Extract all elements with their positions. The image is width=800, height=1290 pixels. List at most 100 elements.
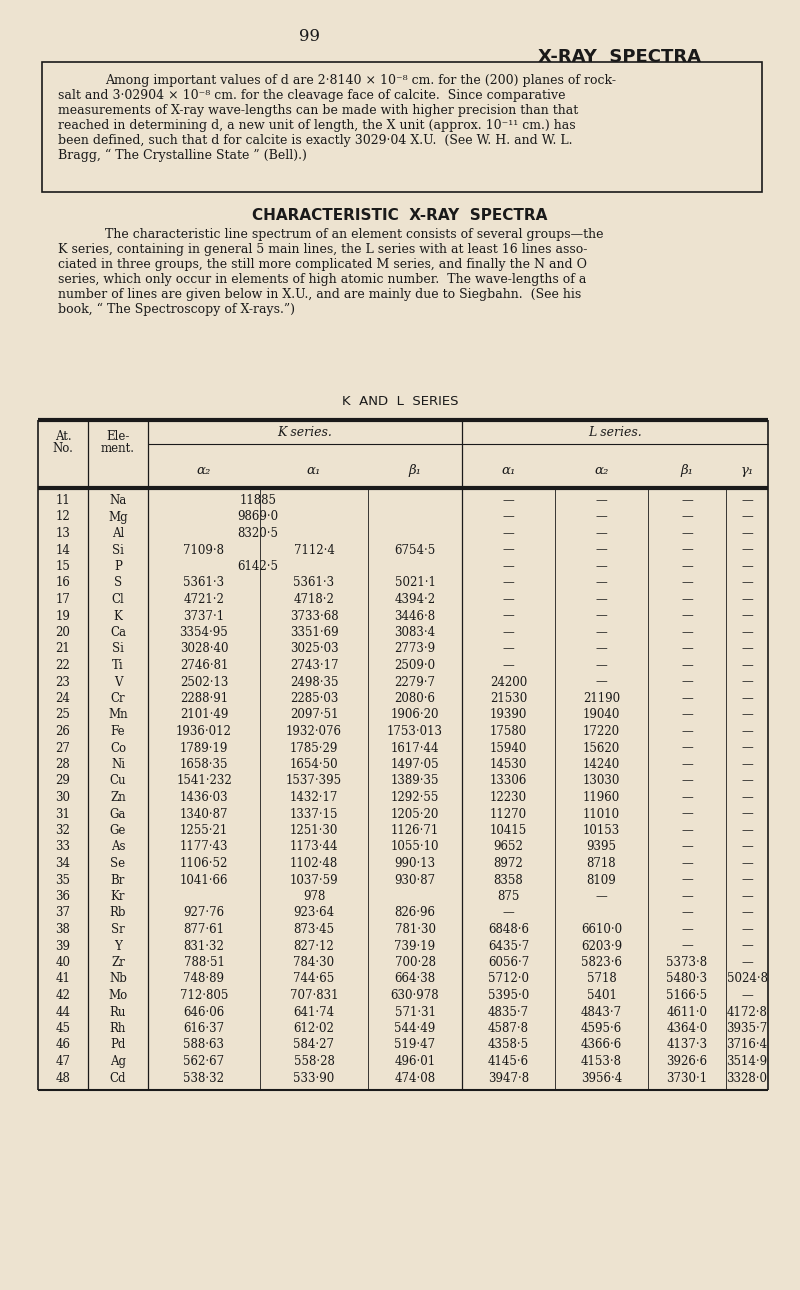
Text: Mg: Mg <box>108 511 128 524</box>
Text: 3354·95: 3354·95 <box>180 626 228 639</box>
Text: —: — <box>741 626 753 639</box>
Text: 5361·3: 5361·3 <box>183 577 225 590</box>
Text: —: — <box>741 560 753 573</box>
Text: 1906·20: 1906·20 <box>390 708 439 721</box>
Text: Cr: Cr <box>110 691 126 706</box>
Text: —: — <box>681 824 693 837</box>
Text: Si: Si <box>112 543 124 556</box>
Text: 10415: 10415 <box>490 824 527 837</box>
Text: —: — <box>741 939 753 952</box>
Text: 4595·6: 4595·6 <box>581 1022 622 1035</box>
Text: Nb: Nb <box>109 973 127 986</box>
Text: 3328·0: 3328·0 <box>726 1072 767 1085</box>
Text: 616·37: 616·37 <box>183 1022 225 1035</box>
Text: 558·28: 558·28 <box>294 1055 334 1068</box>
Text: —: — <box>681 939 693 952</box>
Text: 20: 20 <box>55 626 70 639</box>
Text: 923·64: 923·64 <box>294 907 334 920</box>
Text: —: — <box>741 989 753 1002</box>
Text: —: — <box>681 924 693 937</box>
Text: —: — <box>596 609 607 623</box>
Text: 47: 47 <box>55 1055 70 1068</box>
Text: 28: 28 <box>56 759 70 771</box>
Text: —: — <box>681 873 693 886</box>
Text: K series.: K series. <box>278 426 333 439</box>
Text: Ga: Ga <box>110 808 126 820</box>
Text: 4587·8: 4587·8 <box>488 1022 529 1035</box>
Text: 1055·10: 1055·10 <box>390 841 439 854</box>
Text: 2279·7: 2279·7 <box>394 676 435 689</box>
Text: —: — <box>681 841 693 854</box>
Text: 3733·68: 3733·68 <box>290 609 338 623</box>
Text: 19390: 19390 <box>490 708 527 721</box>
Text: —: — <box>681 528 693 541</box>
Text: 19: 19 <box>55 609 70 623</box>
Text: 3935·7: 3935·7 <box>726 1022 768 1035</box>
Text: 748·89: 748·89 <box>183 973 225 986</box>
Text: —: — <box>741 708 753 721</box>
Text: 831·32: 831·32 <box>183 939 225 952</box>
Text: CHARACTERISTIC  X-RAY  SPECTRA: CHARACTERISTIC X-RAY SPECTRA <box>252 208 548 223</box>
Text: —: — <box>596 528 607 541</box>
Text: 41: 41 <box>55 973 70 986</box>
Text: —: — <box>741 742 753 755</box>
Text: —: — <box>741 593 753 606</box>
Text: 538·32: 538·32 <box>183 1072 225 1085</box>
Text: 15620: 15620 <box>583 742 620 755</box>
Text: Ag: Ag <box>110 1055 126 1068</box>
Text: 6754·5: 6754·5 <box>394 543 436 556</box>
Text: 4364·0: 4364·0 <box>666 1022 708 1035</box>
Text: 1537·395: 1537·395 <box>286 774 342 787</box>
Text: —: — <box>681 808 693 820</box>
Text: 2498·35: 2498·35 <box>290 676 338 689</box>
Text: 9395: 9395 <box>586 841 617 854</box>
Text: 5712·0: 5712·0 <box>488 973 529 986</box>
Text: 2743·17: 2743·17 <box>290 659 338 672</box>
Text: 9652: 9652 <box>494 841 523 854</box>
Text: 584·27: 584·27 <box>294 1038 334 1051</box>
Text: 15940: 15940 <box>490 742 527 755</box>
Text: 875: 875 <box>498 890 520 903</box>
Text: —: — <box>596 659 607 672</box>
Text: 10153: 10153 <box>583 824 620 837</box>
Text: 12: 12 <box>56 511 70 524</box>
Text: 42: 42 <box>55 989 70 1002</box>
Text: 4358·5: 4358·5 <box>488 1038 529 1051</box>
Text: 2288·91: 2288·91 <box>180 691 228 706</box>
Text: 1106·52: 1106·52 <box>180 857 228 869</box>
Text: ciated in three groups, the still more complicated M series, and finally the N a: ciated in three groups, the still more c… <box>58 258 587 271</box>
Text: 978: 978 <box>303 890 325 903</box>
Text: —: — <box>681 774 693 787</box>
Text: 646·06: 646·06 <box>183 1005 225 1019</box>
Text: 6610·0: 6610·0 <box>581 924 622 937</box>
Text: 13306: 13306 <box>490 774 527 787</box>
Text: 14530: 14530 <box>490 759 527 771</box>
Text: 23: 23 <box>55 676 70 689</box>
Text: —: — <box>596 676 607 689</box>
Text: 7109·8: 7109·8 <box>183 543 225 556</box>
Text: 31: 31 <box>55 808 70 820</box>
Text: 4721·2: 4721·2 <box>183 593 225 606</box>
Text: 4718·2: 4718·2 <box>294 593 334 606</box>
Text: 612·02: 612·02 <box>294 1022 334 1035</box>
Text: 826·96: 826·96 <box>394 907 435 920</box>
Text: —: — <box>681 691 693 706</box>
Text: 11: 11 <box>56 494 70 507</box>
Text: 4137·3: 4137·3 <box>666 1038 707 1051</box>
Text: —: — <box>502 528 514 541</box>
Text: α₂: α₂ <box>594 464 609 477</box>
Text: 3716·4: 3716·4 <box>726 1038 767 1051</box>
Text: —: — <box>681 593 693 606</box>
Text: —: — <box>681 494 693 507</box>
Text: 700·28: 700·28 <box>394 956 435 969</box>
Text: 1936·012: 1936·012 <box>176 725 232 738</box>
Text: 36: 36 <box>55 890 70 903</box>
Text: 3028·40: 3028·40 <box>180 642 228 655</box>
Text: Mn: Mn <box>108 708 128 721</box>
Text: 16: 16 <box>55 577 70 590</box>
Text: —: — <box>596 642 607 655</box>
Text: 927·76: 927·76 <box>183 907 225 920</box>
Bar <box>42 62 762 192</box>
Text: 5361·3: 5361·3 <box>294 577 334 590</box>
Text: 873·45: 873·45 <box>294 924 334 937</box>
